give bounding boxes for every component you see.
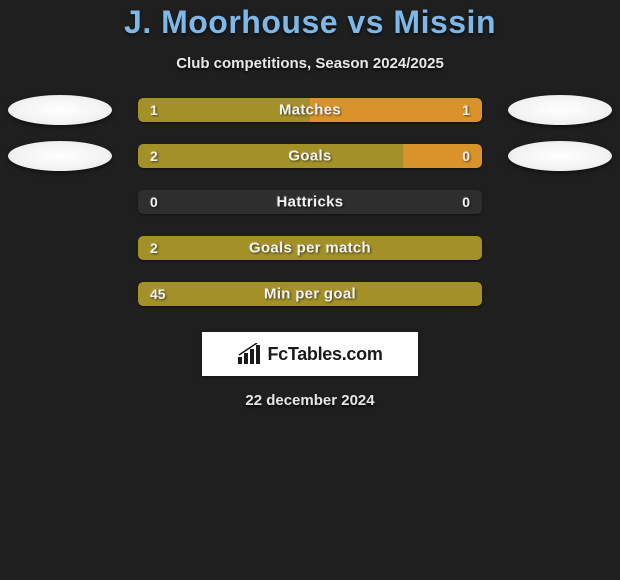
stat-bar-right <box>403 144 482 168</box>
page-subtitle: Club competitions, Season 2024/2025 <box>0 55 620 72</box>
stat-value-right: 0 <box>462 194 470 210</box>
player-left-pill <box>8 95 112 125</box>
stat-row: 45Min per goal <box>0 282 620 306</box>
stat-bar-left <box>138 98 310 122</box>
stat-row: 20Goals <box>0 144 620 168</box>
page-title: J. Moorhouse vs Missin <box>0 4 620 41</box>
stat-bar-track: 2Goals per match <box>138 236 482 260</box>
stat-bar-track: 20Goals <box>138 144 482 168</box>
brand-badge[interactable]: FcTables.com <box>202 332 418 376</box>
stat-row: 11Matches <box>0 98 620 122</box>
comparison-rows: 11Matches 20Goals 0 0 Hattricks 2Goals per ma… <box>0 98 620 306</box>
comparison-widget: J. Moorhouse vs Missin Club competitions… <box>0 0 620 409</box>
brand-logo-icon <box>237 343 263 365</box>
stat-bar-track: 11Matches <box>138 98 482 122</box>
stat-label: Hattricks <box>277 194 344 211</box>
stat-bar-left <box>138 144 403 168</box>
player-right-pill <box>508 95 612 125</box>
player-left-pill <box>8 141 112 171</box>
stat-bar-left <box>138 282 482 306</box>
stat-row: 0 0 Hattricks <box>0 190 620 214</box>
stat-bar-left <box>138 236 482 260</box>
snapshot-date: 22 december 2024 <box>0 392 620 409</box>
player-right-pill <box>508 141 612 171</box>
stat-value-left: 0 <box>150 194 158 210</box>
stat-bar-track: 45Min per goal <box>138 282 482 306</box>
stat-bar-track: 0 0 Hattricks <box>138 190 482 214</box>
stat-row: 2Goals per match <box>0 236 620 260</box>
brand-text: FcTables.com <box>267 344 382 365</box>
stat-bar-right <box>310 98 482 122</box>
